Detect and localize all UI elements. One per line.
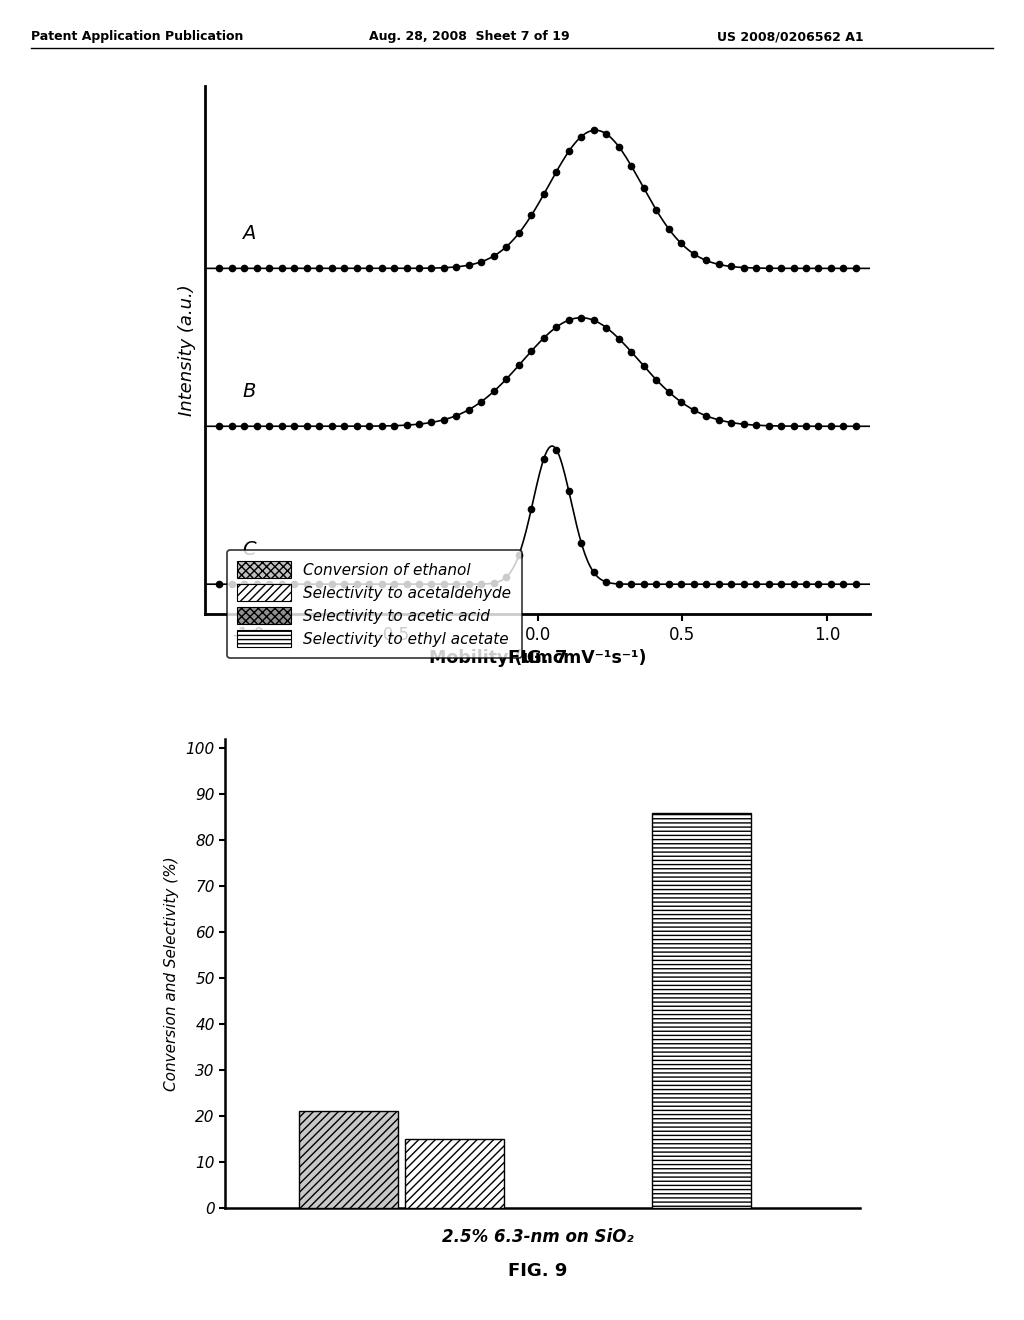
Bar	[406, 1139, 504, 1208]
Text: C: C	[243, 540, 256, 558]
Text: FIG. 7: FIG. 7	[508, 648, 567, 667]
Y-axis label: Conversion and Selectivity (%): Conversion and Selectivity (%)	[164, 857, 178, 1090]
X-axis label: Mobility (umcmV⁻¹s⁻¹): Mobility (umcmV⁻¹s⁻¹)	[429, 649, 646, 667]
Y-axis label: Intensity (a.u.): Intensity (a.u.)	[178, 284, 197, 416]
Bar	[652, 813, 751, 1208]
Text: A: A	[243, 224, 256, 243]
Text: Patent Application Publication: Patent Application Publication	[31, 30, 243, 44]
Text: US 2008/0206562 A1: US 2008/0206562 A1	[717, 30, 863, 44]
Text: FIG. 9: FIG. 9	[508, 1262, 567, 1280]
Text: 2.5% 6.3-nm on SiO₂: 2.5% 6.3-nm on SiO₂	[441, 1228, 634, 1246]
Text: Aug. 28, 2008  Sheet 7 of 19: Aug. 28, 2008 Sheet 7 of 19	[369, 30, 569, 44]
Legend: Conversion of ethanol, Selectivity to acetaldehyde, Selectivity to acetic acid, : Conversion of ethanol, Selectivity to ac…	[226, 550, 521, 659]
Text: B: B	[243, 381, 256, 401]
Bar	[299, 1111, 398, 1208]
